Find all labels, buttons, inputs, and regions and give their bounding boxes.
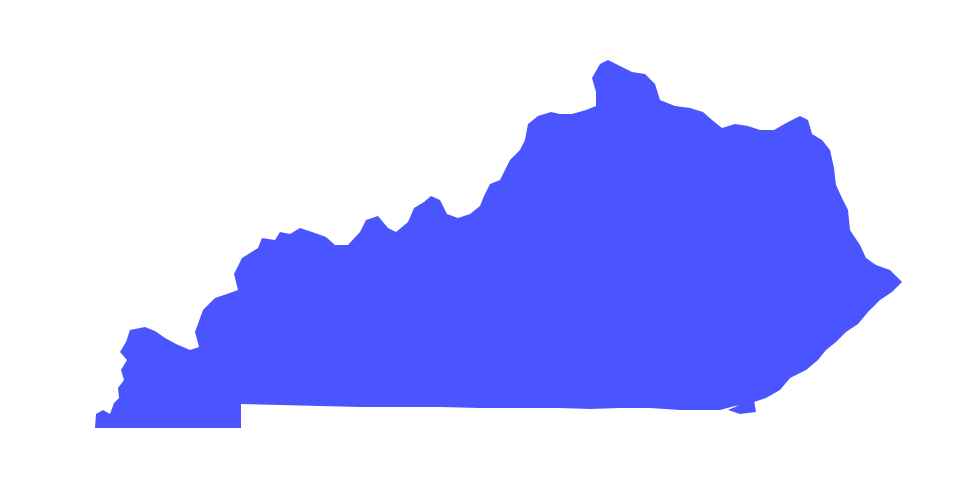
state-notch	[728, 400, 756, 414]
state-shape-kentucky	[95, 60, 902, 428]
